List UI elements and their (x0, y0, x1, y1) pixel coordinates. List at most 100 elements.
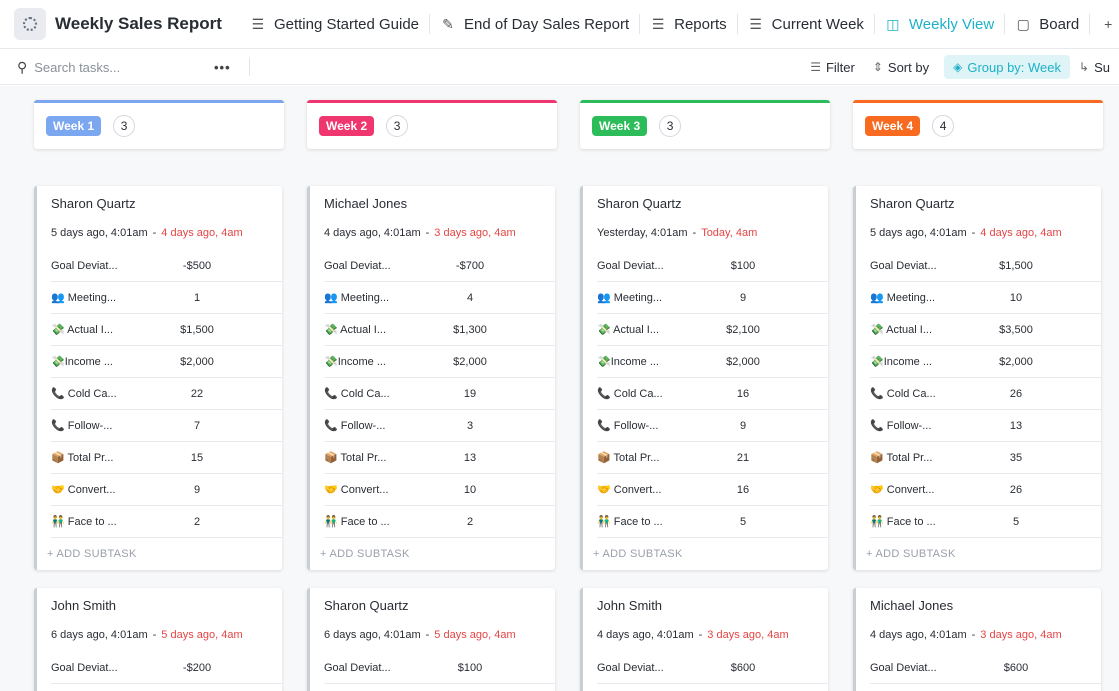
field-value[interactable]: 2 (193, 515, 201, 528)
field-value[interactable]: 9 (193, 483, 201, 496)
task-dates[interactable]: 6 days ago, 4:01am -5 days ago, 4am (310, 618, 555, 652)
field-value[interactable]: 16 (736, 387, 750, 400)
task-dates[interactable]: 4 days ago, 4:01am -3 days ago, 4am (856, 618, 1101, 652)
field-value[interactable]: 26 (1009, 483, 1023, 496)
field-value[interactable]: 15 (190, 451, 204, 464)
field-value[interactable]: 16 (736, 483, 750, 496)
field-value[interactable]: 26 (1009, 387, 1023, 400)
field-value[interactable]: $1,500 (999, 259, 1033, 272)
field-value[interactable]: 35 (1009, 451, 1023, 464)
column-header[interactable]: Week 3 3 (580, 100, 830, 149)
field-value[interactable]: 21 (736, 451, 750, 464)
field-value[interactable]: 9 (739, 291, 747, 304)
tab-weekly-view[interactable]: ◫ Weekly View (874, 0, 1005, 48)
field-value[interactable]: 13 (1009, 419, 1023, 432)
custom-field-row[interactable]: 💸 Actual I... $3,500 (870, 314, 1101, 346)
custom-field-row[interactable]: Goal Deviat... $600 (870, 652, 1101, 684)
task-name[interactable]: Michael Jones (870, 598, 954, 613)
custom-field-row[interactable]: 💸 Actual I... $1,300 (324, 314, 555, 346)
field-value[interactable]: 7 (193, 419, 201, 432)
custom-field-row[interactable]: 📞 Cold Ca... 22 (51, 378, 282, 410)
custom-field-row[interactable]: 📦 Total Pr... 35 (870, 442, 1101, 474)
tab-reports[interactable]: ☰ Reports (640, 0, 737, 48)
custom-field-row[interactable]: 💸Income ... $2,000 (51, 346, 282, 378)
custom-field-row[interactable]: 👬 Face to ... 5 (597, 506, 828, 538)
custom-field-row[interactable]: 👬 Face to ... 2 (51, 506, 282, 538)
field-value[interactable]: 10 (1009, 291, 1023, 304)
custom-field-row[interactable]: 📦 Total Pr... 21 (597, 442, 828, 474)
custom-field-row[interactable]: Goal Deviat... -$200 (51, 652, 282, 684)
field-value[interactable]: 2 (466, 515, 474, 528)
more-options-icon[interactable]: ••• (214, 59, 231, 75)
tab-current-week[interactable]: ☰ Current Week (738, 0, 874, 48)
field-value[interactable]: 5 (1012, 515, 1020, 528)
task-dates[interactable]: 4 days ago, 4:01am -3 days ago, 4am (310, 216, 555, 250)
list-status-icon[interactable] (14, 8, 46, 40)
field-value[interactable]: $1,300 (453, 323, 487, 336)
task-name[interactable]: Sharon Quartz (324, 598, 409, 613)
field-value[interactable]: $100 (457, 661, 483, 674)
field-value[interactable]: 1 (193, 291, 201, 304)
task-card[interactable]: John Smith 6 days ago, 4:01am -5 days ago,… (34, 588, 282, 691)
tab-v[interactable]: +V (1090, 0, 1119, 48)
field-value[interactable]: $2,000 (999, 355, 1033, 368)
custom-field-row[interactable]: 📞 Follow-... 13 (870, 410, 1101, 442)
task-card[interactable]: John Smith 4 days ago, 4:01am -3 days ago,… (580, 588, 828, 691)
custom-field-row[interactable]: 👥 Meeting... 9 (597, 282, 828, 314)
custom-field-row[interactable]: 📞 Cold Ca... 26 (870, 378, 1101, 410)
field-value[interactable]: $100 (730, 259, 756, 272)
custom-field-row[interactable]: 📦 Total Pr... 15 (51, 442, 282, 474)
add-subtask-button[interactable]: + ADD SUBTASK (320, 548, 410, 560)
field-value[interactable]: 5 (739, 515, 747, 528)
custom-field-row[interactable]: Goal Deviat... $100 (324, 652, 555, 684)
column-header[interactable]: Week 4 4 (853, 100, 1103, 149)
custom-field-row[interactable]: 📞 Cold Ca... 19 (324, 378, 555, 410)
task-name[interactable]: Michael Jones (324, 196, 408, 211)
field-value[interactable]: $2,100 (726, 323, 760, 336)
field-value[interactable]: 22 (190, 387, 204, 400)
custom-field-row[interactable]: Goal Deviat... -$500 (51, 250, 282, 282)
field-value[interactable]: -$700 (455, 259, 485, 272)
custom-field-row[interactable]: Goal Deviat... $100 (597, 250, 828, 282)
custom-field-row[interactable]: 📦 Total Pr... 13 (324, 442, 555, 474)
field-value[interactable]: $2,000 (453, 355, 487, 368)
field-value[interactable]: 19 (463, 387, 477, 400)
custom-field-row[interactable]: Goal Deviat... $1,500 (870, 250, 1101, 282)
tab-end-of-day-sales-report[interactable]: ✎ End of Day Sales Report (430, 0, 639, 48)
column-header[interactable]: Week 1 3 (34, 100, 284, 149)
task-name[interactable]: Sharon Quartz (870, 196, 955, 211)
field-value[interactable]: $1,500 (180, 323, 214, 336)
task-card[interactable]: Michael Jones 4 days ago, 4:01am -3 days a… (307, 186, 555, 570)
field-value[interactable]: $3,500 (999, 323, 1033, 336)
task-dates[interactable]: 5 days ago, 4:01am -4 days ago, 4am (856, 216, 1101, 250)
task-name[interactable]: Sharon Quartz (597, 196, 682, 211)
custom-field-row[interactable]: 🤝 Convert... 9 (51, 474, 282, 506)
add-subtask-button[interactable]: + ADD SUBTASK (866, 548, 956, 560)
tab-board[interactable]: ▢ Board (1005, 0, 1089, 48)
add-subtask-button[interactable]: + ADD SUBTASK (593, 548, 683, 560)
field-value[interactable]: 3 (466, 419, 474, 432)
custom-field-row[interactable]: 📞 Cold Ca... 16 (597, 378, 828, 410)
task-name[interactable]: John Smith (597, 598, 663, 613)
custom-field-row[interactable]: 👥 Meeting... 1 (51, 282, 282, 314)
custom-field-row[interactable]: 📞 Follow-... 7 (51, 410, 282, 442)
custom-field-row[interactable]: 👥 Meeting... 10 (870, 282, 1101, 314)
custom-field-row[interactable]: 👬 Face to ... 5 (870, 506, 1101, 538)
task-card[interactable]: Sharon Quartz 5 days ago, 4:01am -4 days a… (34, 186, 282, 570)
search-box[interactable]: ⚲ Search tasks... (17, 59, 207, 76)
custom-field-row[interactable]: 👬 Face to ... 2 (324, 506, 555, 538)
task-card[interactable]: Michael Jones 4 days ago, 4:01am -3 days a… (853, 588, 1101, 691)
sort-button[interactable]: ⇕ Sort by (864, 55, 938, 79)
field-value[interactable]: $2,000 (180, 355, 214, 368)
custom-field-row[interactable]: 💸Income ... $2,000 (597, 346, 828, 378)
field-value[interactable]: $600 (730, 661, 756, 674)
field-value[interactable]: -$500 (182, 259, 212, 272)
field-value[interactable]: 4 (466, 291, 474, 304)
custom-field-row[interactable]: 📞 Follow-... 3 (324, 410, 555, 442)
subtasks-button[interactable]: ↳ Su (1070, 55, 1119, 79)
task-dates[interactable]: Yesterday, 4:01am - Today, 4am (583, 216, 828, 250)
task-dates[interactable]: 5 days ago, 4:01am -4 days ago, 4am (37, 216, 282, 250)
custom-field-row[interactable]: 🤝 Convert... 26 (870, 474, 1101, 506)
column-header[interactable]: Week 2 3 (307, 100, 557, 149)
task-name[interactable]: Sharon Quartz (51, 196, 136, 211)
